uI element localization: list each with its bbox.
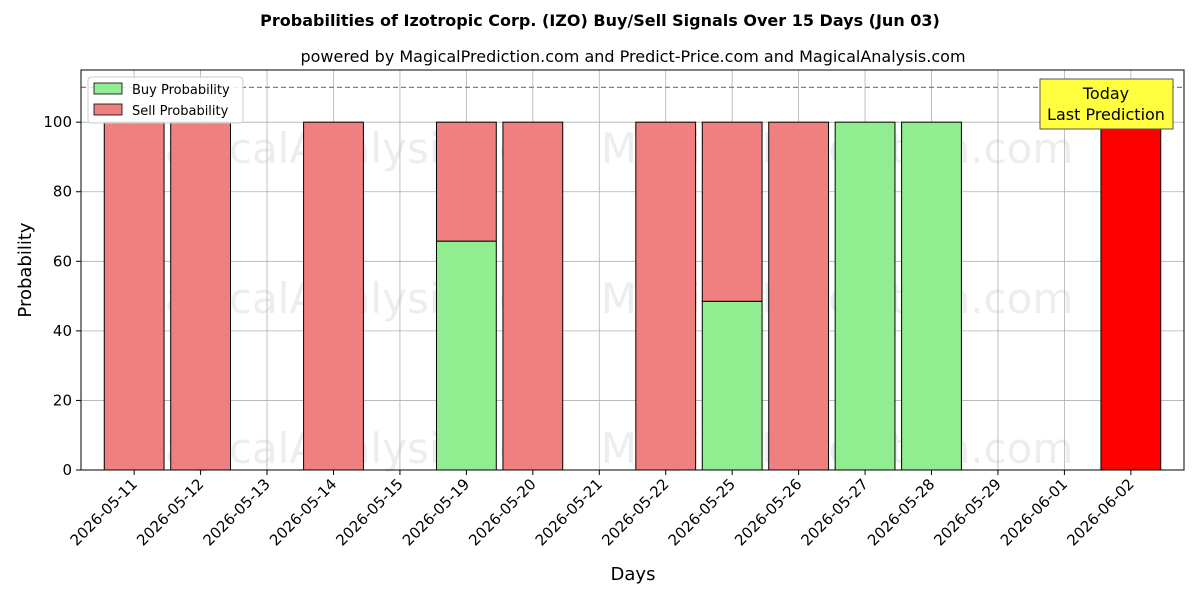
- x-tick-label: 2026-05-14: [266, 475, 340, 549]
- x-axis-ticks: 2026-05-112026-05-122026-05-132026-05-14…: [67, 470, 1138, 549]
- y-tick-label: 80: [53, 183, 72, 201]
- x-tick-label: 2026-05-12: [133, 475, 207, 549]
- x-tick-label: 2026-06-02: [1063, 475, 1137, 549]
- legend: Buy Probability Sell Probability: [87, 76, 244, 124]
- x-tick-label: 2026-06-01: [997, 475, 1071, 549]
- y-tick-label: 40: [53, 322, 72, 340]
- bar-sell-2026-05-14: [303, 121, 364, 471]
- x-tick-label: 2026-05-21: [532, 475, 606, 549]
- x-tick-label: 2026-05-19: [399, 475, 473, 549]
- bar-sell-2026-05-22: [635, 121, 697, 471]
- annotation-line-2: Last Prediction: [1047, 105, 1165, 124]
- y-axis-label: Probability: [15, 222, 36, 317]
- bar-buy-2026-05-19: [435, 240, 497, 471]
- x-tick-label: 2026-05-13: [199, 475, 273, 549]
- bar-buy-2026-05-25: [701, 300, 763, 471]
- bar-sell-2026-05-25: [701, 121, 763, 302]
- chart-subtitle: powered by MagicalPrediction.com and Pre…: [300, 47, 965, 66]
- x-tick-label: 2026-05-15: [332, 475, 406, 549]
- legend-swatch-buy: [93, 82, 123, 95]
- legend-label-sell: Sell Probability: [132, 104, 229, 119]
- bar-buy-2026-05-27: [834, 121, 896, 471]
- y-tick-label: 0: [62, 461, 72, 479]
- x-tick-label: 2026-05-29: [930, 475, 1004, 549]
- bar-sell-2026-05-26: [768, 121, 830, 471]
- bar-sell-2026-06-02: [1100, 121, 1162, 471]
- bar-sell-2026-05-20: [502, 121, 564, 471]
- x-axis-label: Days: [611, 564, 656, 585]
- chart-title: Probabilities of Izotropic Corp. (IZO) B…: [260, 11, 940, 30]
- bars: [103, 121, 1162, 471]
- plot-area: [81, 70, 1184, 470]
- bar-sell-2026-05-19: [435, 121, 497, 242]
- plot-frame: [80, 69, 1185, 471]
- bar-sell-2026-05-12: [170, 121, 232, 471]
- x-tick-label: 2026-05-25: [665, 475, 739, 549]
- x-tick-label: 2026-05-11: [67, 475, 141, 549]
- x-tick-label: 2026-05-28: [864, 475, 938, 549]
- legend-box: [87, 76, 244, 124]
- y-tick-label: 60: [53, 252, 72, 270]
- x-tick-label: 2026-05-22: [598, 475, 672, 549]
- annotation-box: [1039, 78, 1174, 130]
- x-tick-label: 2026-05-27: [798, 475, 872, 549]
- legend-label-buy: Buy Probability: [132, 83, 230, 98]
- y-tick-label: 20: [53, 391, 72, 409]
- x-tick-label: 2026-05-20: [465, 475, 539, 549]
- y-tick-label: 100: [43, 113, 72, 131]
- y-axis-ticks: 0 20 40 60 80 100: [43, 113, 81, 479]
- bar-buy-2026-05-28: [901, 121, 962, 471]
- x-tick-label: 2026-05-26: [731, 475, 805, 549]
- bar-sell-2026-05-11: [103, 121, 165, 471]
- legend-swatch-sell: [93, 103, 123, 116]
- today-annotation: Today Last Prediction: [1039, 78, 1174, 130]
- annotation-line-1: Today: [1082, 84, 1129, 103]
